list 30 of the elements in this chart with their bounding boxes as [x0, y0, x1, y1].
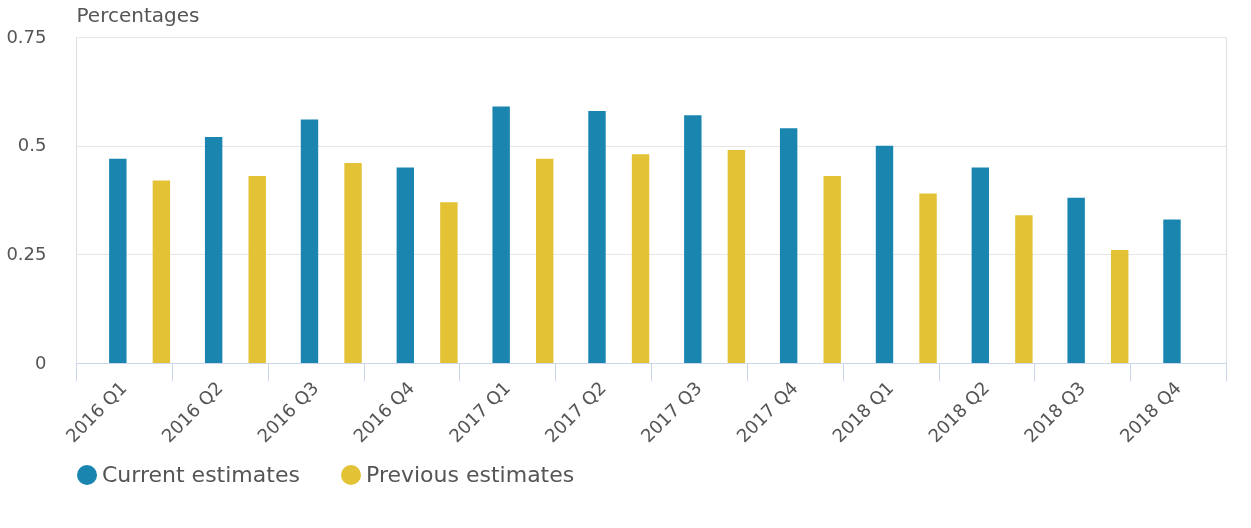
bar	[779, 128, 798, 363]
bar	[631, 154, 650, 363]
bar	[971, 167, 990, 363]
bar	[727, 150, 746, 363]
legend-label: Current estimates	[102, 462, 300, 487]
legend-label: Previous estimates	[366, 462, 575, 487]
bar	[1067, 197, 1085, 363]
bar	[684, 115, 702, 363]
bar	[248, 176, 266, 363]
bar	[823, 176, 841, 363]
y-tick-label: 0.25	[6, 242, 47, 264]
bar	[440, 202, 458, 363]
bar	[152, 180, 171, 363]
bar	[109, 158, 127, 363]
y-tick-label: 0	[35, 351, 47, 373]
y-tick-label: 0.5	[17, 134, 47, 156]
bar	[204, 136, 223, 363]
bar	[875, 145, 894, 363]
y-axis-title: Percentages	[76, 2, 200, 27]
bar	[919, 193, 937, 363]
bar	[536, 158, 554, 363]
bar	[300, 119, 319, 363]
bar	[1111, 249, 1129, 363]
bar	[344, 163, 362, 363]
bar	[396, 167, 415, 363]
y-tick-label: 0.75	[6, 25, 47, 47]
bar	[1163, 219, 1181, 363]
bar	[1015, 215, 1033, 363]
bar	[492, 106, 510, 363]
bar	[588, 110, 606, 363]
